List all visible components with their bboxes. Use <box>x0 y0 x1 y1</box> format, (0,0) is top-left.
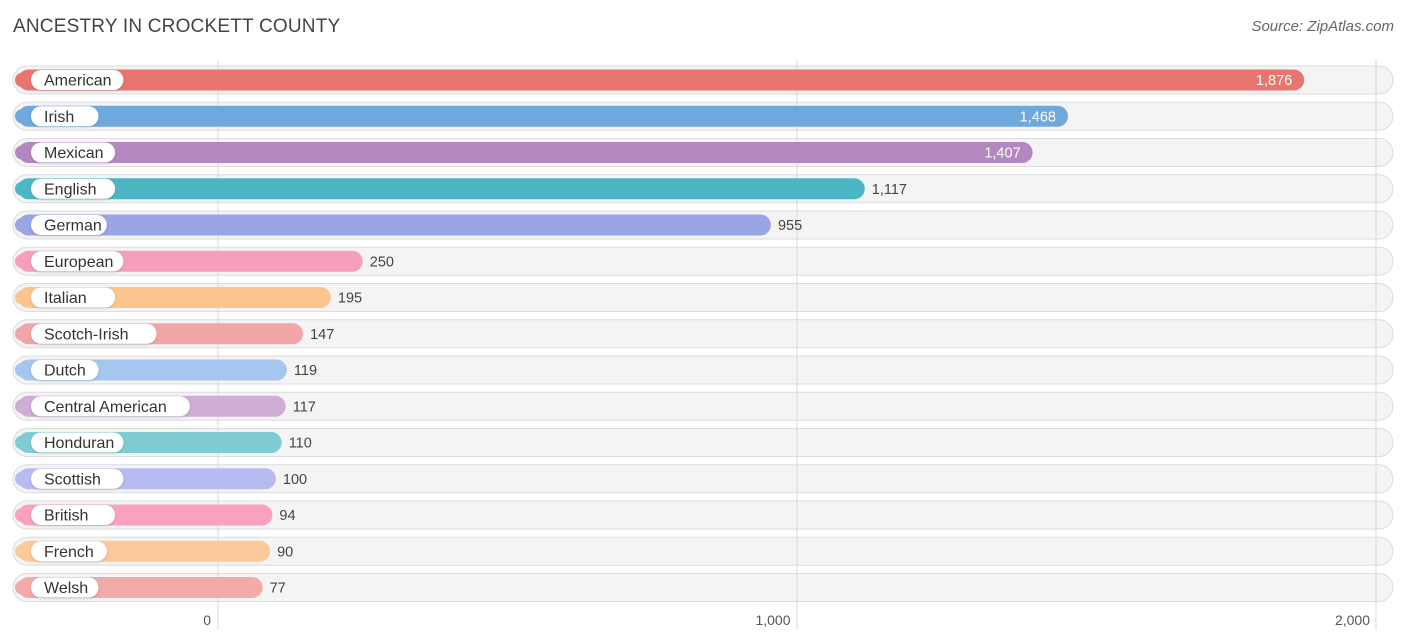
value-label: 147 <box>310 327 334 343</box>
category-dot <box>15 435 29 450</box>
value-label: 119 <box>294 363 317 379</box>
category-label: Italian <box>44 290 87 307</box>
row-track <box>12 283 1394 312</box>
value-label: 955 <box>778 218 802 234</box>
category-label-pill <box>31 468 124 489</box>
category-label-pill <box>31 432 124 453</box>
category-dot <box>15 73 29 87</box>
value-label: 1,468 <box>1020 109 1056 125</box>
tick-label: 1,000 <box>755 612 790 628</box>
category-label-pill <box>31 178 116 199</box>
category-label: Irish <box>44 109 74 126</box>
value-label: 100 <box>283 472 307 488</box>
category-dot <box>15 290 29 305</box>
bar <box>18 178 865 200</box>
value-label: 77 <box>270 581 286 597</box>
category-dot <box>15 109 29 124</box>
category-label: English <box>44 181 96 198</box>
category-label-pill <box>31 287 116 308</box>
category-label-pill <box>31 505 116 525</box>
category-label: Dutch <box>44 363 86 380</box>
bar <box>18 142 1033 163</box>
value-label: 1,117 <box>872 182 907 198</box>
category-label-pill <box>31 577 99 598</box>
value-label: 250 <box>370 254 394 270</box>
category-label-pill <box>31 360 99 380</box>
category-label: French <box>44 544 94 561</box>
source-label: Source: ZipAtlas.com <box>1251 18 1394 35</box>
value-label: 1,407 <box>984 146 1020 162</box>
category-label: British <box>44 508 88 525</box>
row-track <box>12 464 1394 494</box>
category-label-pill <box>31 323 157 344</box>
chart-title: ANCESTRY IN CROCKETT COUNTY <box>13 16 341 37</box>
category-dot <box>15 363 29 377</box>
row-track <box>12 536 1394 566</box>
category-dot <box>15 471 29 486</box>
row-track <box>12 500 1394 530</box>
category-dot <box>15 399 29 414</box>
category-dot <box>15 544 29 559</box>
tick-label: 0 <box>203 612 211 628</box>
category-label: Central American <box>44 399 167 416</box>
category-label-pill <box>31 106 99 127</box>
row-track <box>12 391 1394 421</box>
category-dot <box>15 326 29 341</box>
value-label: 94 <box>279 508 295 524</box>
category-label: Mexican <box>44 145 104 162</box>
category-label: Honduran <box>44 435 114 452</box>
category-label: Scotch-Irish <box>44 326 128 343</box>
row-track <box>12 355 1394 385</box>
value-label: 110 <box>289 436 312 452</box>
category-label-pill <box>31 70 124 90</box>
category-dot <box>15 254 29 269</box>
category-dot <box>15 580 29 595</box>
value-label: 1,876 <box>1256 73 1292 89</box>
row-track <box>12 319 1394 349</box>
category-label-pill <box>31 251 124 272</box>
category-label-pill <box>31 142 116 163</box>
category-label: Scottish <box>44 471 101 488</box>
category-label-pill <box>31 396 190 417</box>
value-label: 195 <box>338 291 362 307</box>
row-track <box>12 428 1394 457</box>
category-label: German <box>44 218 102 235</box>
category-dot <box>15 218 29 232</box>
category-label-pill <box>31 215 107 235</box>
bar <box>18 214 771 236</box>
tick-label: 2,000 <box>1335 612 1370 628</box>
value-label: 90 <box>277 544 293 560</box>
category-label-pill <box>31 541 107 562</box>
category-dot <box>15 508 29 522</box>
bar <box>18 69 1305 91</box>
bar <box>18 105 1068 127</box>
value-label: 117 <box>293 399 316 415</box>
row-track <box>12 573 1394 602</box>
category-label: Welsh <box>44 580 88 597</box>
category-label: American <box>44 73 112 90</box>
category-dot <box>15 181 29 196</box>
category-dot <box>15 145 29 160</box>
category-label: European <box>44 254 113 271</box>
